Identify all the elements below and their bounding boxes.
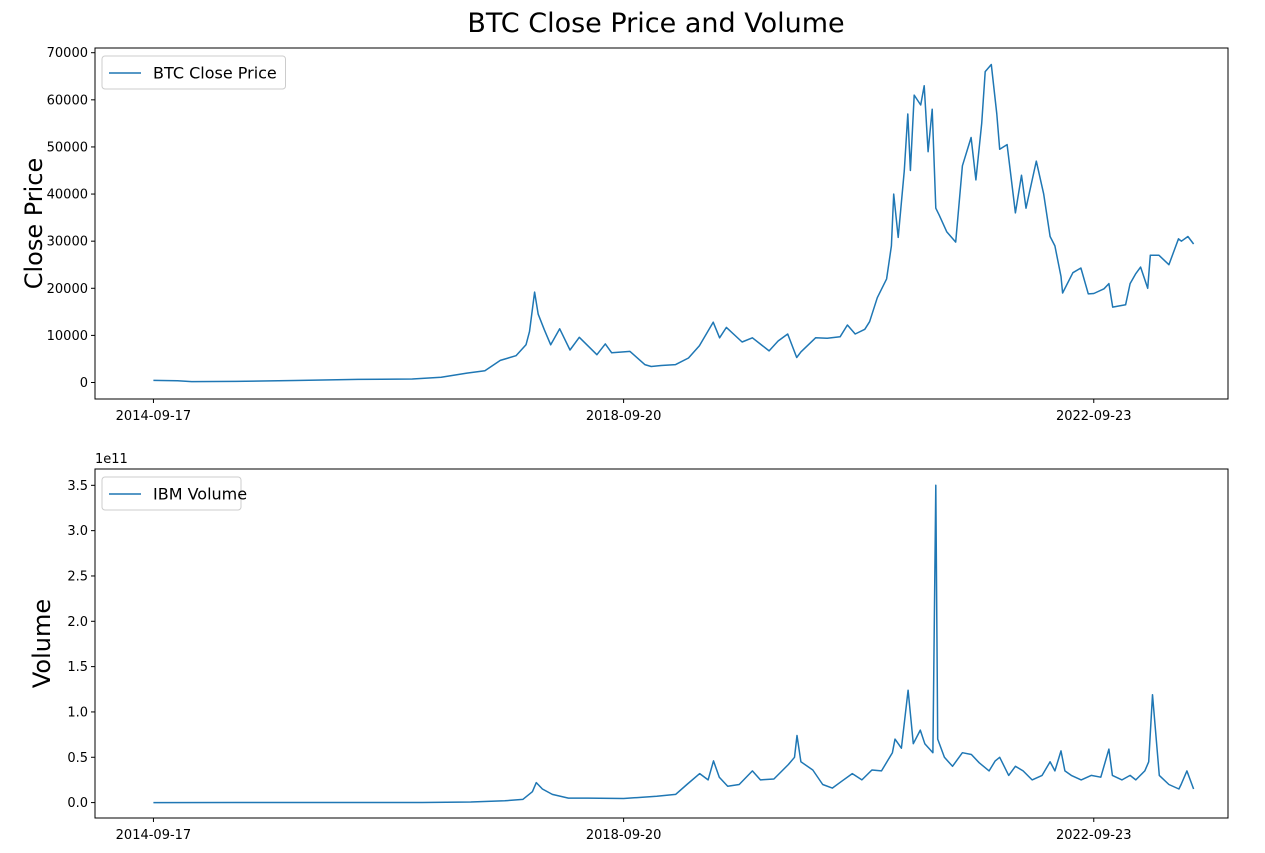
- price-series-line: [153, 63, 1195, 383]
- price-axes-frame: [94, 47, 1229, 400]
- price-x-tick-label: 2022-09-23: [1056, 409, 1132, 424]
- price-y-tick-label: 50000: [47, 140, 88, 155]
- price-legend-label: BTC Close Price: [153, 64, 277, 83]
- price-axes: 0 10000 20000 30000 40000 50000 60000 70000 2014…: [20, 46, 1229, 424]
- price-y-tick-label: 20000: [47, 282, 88, 297]
- price-y-tick-label: 40000: [47, 188, 88, 203]
- price-y-tick-label: 70000: [47, 46, 88, 61]
- volume-axes-frame: [94, 468, 1229, 819]
- price-y-tick-label: 0: [80, 376, 88, 391]
- volume-legend: IBM Volume: [101, 476, 247, 511]
- volume-legend-box: [101, 476, 242, 511]
- volume-y-tick-label: 3.5: [67, 479, 88, 494]
- price-y-tick-label: 10000: [47, 329, 88, 344]
- volume-x-tick-label: 2018-09-20: [586, 828, 662, 843]
- volume-y-tick-label: 2.5: [67, 569, 88, 584]
- volume-y-tick-label: 1.5: [67, 660, 88, 675]
- volume-y-tick-label: 2.0: [67, 615, 88, 630]
- volume-x-tick-label: 2014-09-17: [116, 828, 192, 843]
- price-legend: BTC Close Price: [101, 55, 286, 90]
- volume-y-tick-label: 1.0: [67, 705, 88, 720]
- price-legend-box: [101, 55, 286, 90]
- price-x-tick-label: 2018-09-20: [586, 409, 662, 424]
- figure-suptitle: BTC Close Price and Volume: [467, 8, 844, 39]
- price-y-axis-label: Close Price: [20, 158, 48, 290]
- price-y-tick-label: 60000: [47, 93, 88, 108]
- volume-y-tick-label: 0.5: [67, 751, 88, 766]
- volume-y-offset-label: 1e11: [95, 452, 128, 467]
- volume-y-tick-label: 0.0: [67, 796, 88, 811]
- volume-axes: 0.0 0.5 1.0 1.5 2.0 2.5 3.0 3.5 2014-09-17 2018-0…: [28, 452, 1229, 843]
- price-y-tick-label: 30000: [47, 235, 88, 250]
- volume-series-line: [153, 484, 1195, 804]
- volume-y-axis-label: Volume: [28, 599, 56, 688]
- volume-x-tick-label: 2022-09-23: [1056, 828, 1132, 843]
- volume-legend-label: IBM Volume: [153, 485, 247, 504]
- price-x-tick-label: 2014-09-17: [116, 409, 192, 424]
- volume-y-tick-label: 3.0: [67, 524, 88, 539]
